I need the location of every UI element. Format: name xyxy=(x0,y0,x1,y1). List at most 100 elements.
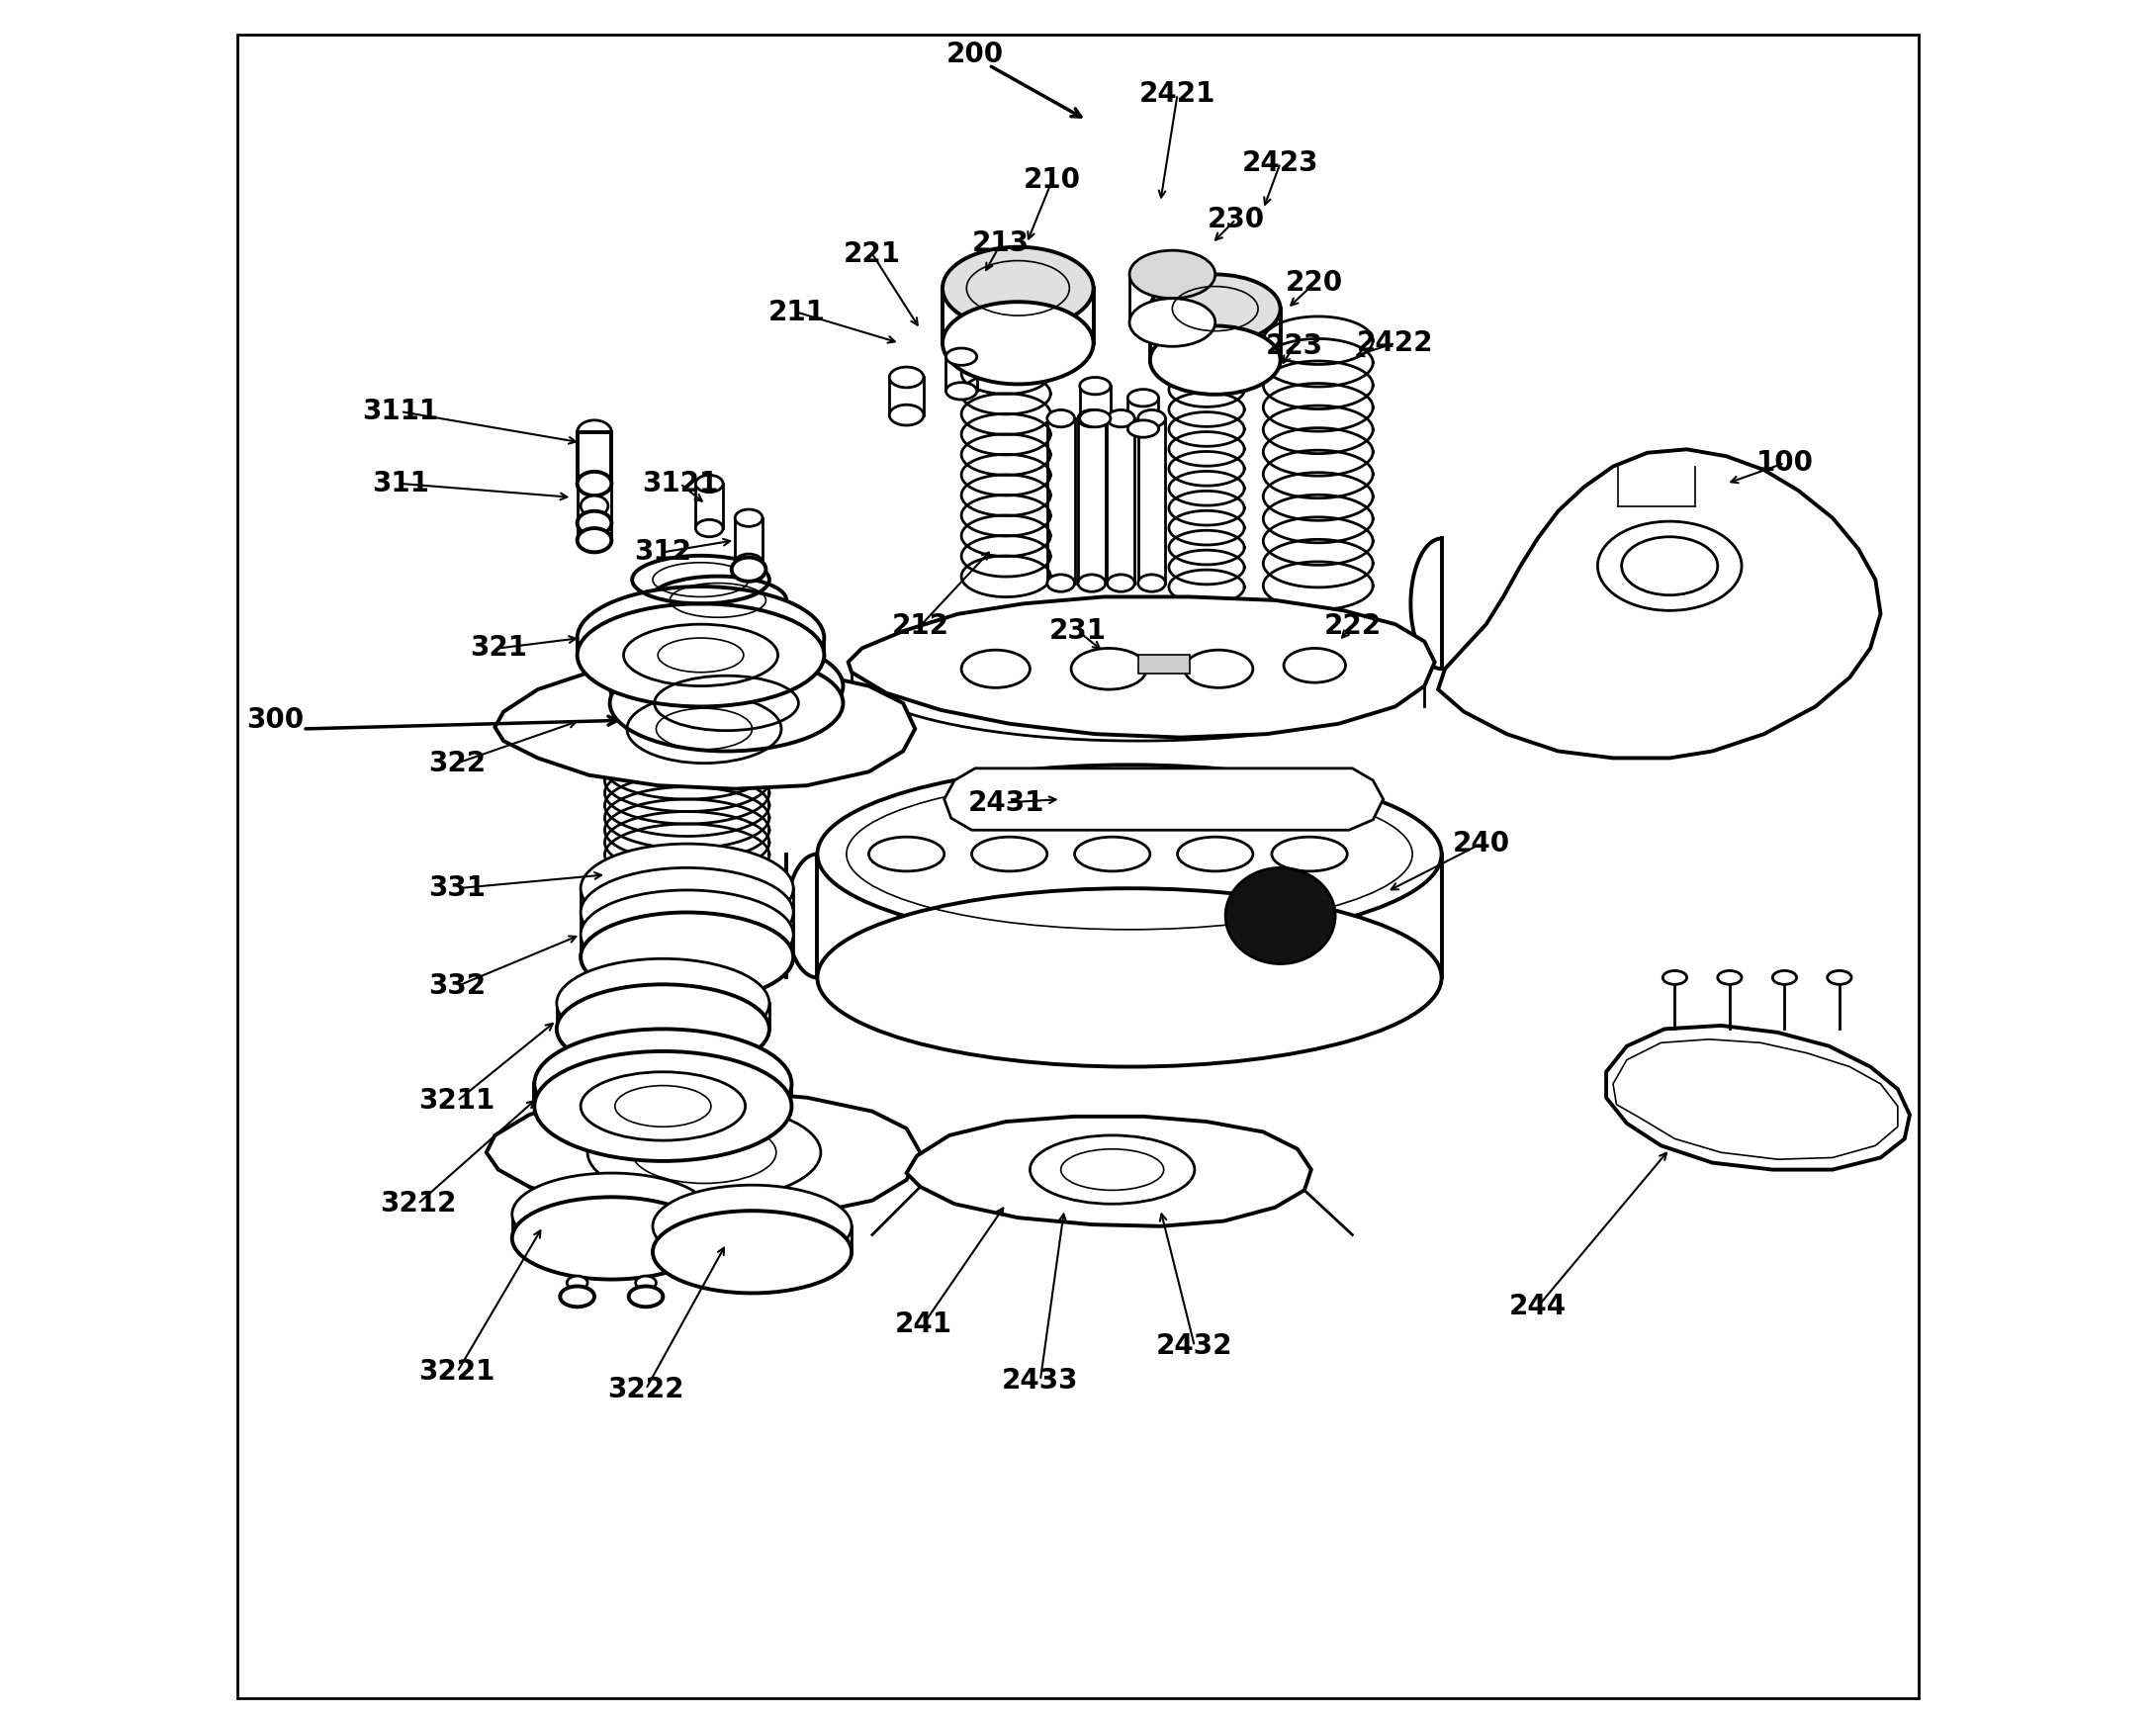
Polygon shape xyxy=(1138,655,1190,674)
Polygon shape xyxy=(487,1091,921,1218)
Ellipse shape xyxy=(1108,575,1134,592)
Ellipse shape xyxy=(946,348,977,365)
Ellipse shape xyxy=(1078,575,1106,592)
Text: 213: 213 xyxy=(972,230,1031,257)
Ellipse shape xyxy=(1138,575,1166,592)
Text: 200: 200 xyxy=(946,41,1005,69)
Ellipse shape xyxy=(735,509,763,527)
Ellipse shape xyxy=(1078,410,1106,427)
Text: 322: 322 xyxy=(429,749,485,777)
Ellipse shape xyxy=(890,367,923,388)
Ellipse shape xyxy=(580,868,793,957)
Text: 311: 311 xyxy=(373,470,429,497)
Ellipse shape xyxy=(580,844,793,933)
Text: 2421: 2421 xyxy=(1138,81,1216,108)
Polygon shape xyxy=(578,432,612,484)
Ellipse shape xyxy=(1080,410,1110,427)
Text: 2433: 2433 xyxy=(1003,1367,1078,1394)
Text: 2431: 2431 xyxy=(968,789,1044,816)
Text: 3121: 3121 xyxy=(642,470,718,497)
Text: 300: 300 xyxy=(246,707,304,734)
Ellipse shape xyxy=(513,1173,711,1255)
Ellipse shape xyxy=(556,959,770,1048)
Ellipse shape xyxy=(1074,837,1149,871)
Ellipse shape xyxy=(696,475,722,492)
Ellipse shape xyxy=(942,247,1093,329)
Text: 223: 223 xyxy=(1266,333,1324,360)
Polygon shape xyxy=(1438,449,1880,758)
Ellipse shape xyxy=(561,1286,595,1307)
Ellipse shape xyxy=(817,765,1442,943)
Text: 3111: 3111 xyxy=(362,398,440,425)
Ellipse shape xyxy=(1138,410,1166,427)
Text: 221: 221 xyxy=(843,240,901,268)
Ellipse shape xyxy=(580,912,793,1002)
Ellipse shape xyxy=(1718,971,1742,984)
Text: 321: 321 xyxy=(470,635,526,662)
Text: 331: 331 xyxy=(429,875,485,902)
Ellipse shape xyxy=(1072,648,1147,689)
Ellipse shape xyxy=(962,650,1031,688)
Ellipse shape xyxy=(1225,868,1335,964)
Ellipse shape xyxy=(513,1197,711,1279)
Ellipse shape xyxy=(1828,971,1852,984)
Text: 212: 212 xyxy=(893,612,949,640)
Ellipse shape xyxy=(610,638,843,734)
Ellipse shape xyxy=(735,554,763,571)
Text: 210: 210 xyxy=(1024,166,1080,194)
Ellipse shape xyxy=(513,1197,711,1279)
Ellipse shape xyxy=(1149,274,1281,343)
Polygon shape xyxy=(496,665,914,789)
Ellipse shape xyxy=(649,576,787,624)
Ellipse shape xyxy=(580,912,793,1002)
Text: 231: 231 xyxy=(1050,617,1106,645)
Text: 2432: 2432 xyxy=(1156,1333,1233,1360)
Ellipse shape xyxy=(578,528,612,552)
Ellipse shape xyxy=(1048,410,1074,427)
Ellipse shape xyxy=(1048,575,1074,592)
Ellipse shape xyxy=(653,1185,852,1267)
Text: 222: 222 xyxy=(1324,612,1382,640)
Ellipse shape xyxy=(610,655,843,751)
Ellipse shape xyxy=(1177,837,1253,871)
Ellipse shape xyxy=(942,302,1093,384)
Ellipse shape xyxy=(890,405,923,425)
Ellipse shape xyxy=(972,837,1048,871)
Polygon shape xyxy=(847,597,1434,737)
Text: 3222: 3222 xyxy=(608,1375,683,1403)
Ellipse shape xyxy=(556,984,770,1074)
Polygon shape xyxy=(944,768,1384,830)
Ellipse shape xyxy=(1128,420,1158,437)
Ellipse shape xyxy=(1130,298,1216,346)
Text: 3211: 3211 xyxy=(418,1087,496,1115)
Ellipse shape xyxy=(1080,377,1110,394)
Ellipse shape xyxy=(1272,837,1348,871)
Ellipse shape xyxy=(869,837,944,871)
Text: 332: 332 xyxy=(429,972,485,1000)
Text: 312: 312 xyxy=(634,539,692,566)
Ellipse shape xyxy=(535,1029,791,1139)
Ellipse shape xyxy=(1128,389,1158,406)
Ellipse shape xyxy=(1772,971,1796,984)
Ellipse shape xyxy=(578,472,612,496)
Ellipse shape xyxy=(567,1276,589,1290)
Ellipse shape xyxy=(696,520,722,537)
Ellipse shape xyxy=(1283,648,1345,683)
Ellipse shape xyxy=(580,890,793,979)
Text: 230: 230 xyxy=(1207,206,1266,233)
Text: 244: 244 xyxy=(1509,1293,1567,1321)
Text: 3212: 3212 xyxy=(379,1190,457,1218)
Text: 2423: 2423 xyxy=(1242,149,1319,177)
Ellipse shape xyxy=(578,511,612,535)
Ellipse shape xyxy=(731,557,765,581)
Ellipse shape xyxy=(578,587,824,689)
Ellipse shape xyxy=(580,496,608,516)
Ellipse shape xyxy=(630,1286,664,1307)
Ellipse shape xyxy=(1108,410,1134,427)
Ellipse shape xyxy=(1184,650,1253,688)
Ellipse shape xyxy=(1130,250,1216,298)
Text: 3221: 3221 xyxy=(418,1358,496,1386)
Ellipse shape xyxy=(578,420,612,444)
Ellipse shape xyxy=(1662,971,1686,984)
Text: 241: 241 xyxy=(895,1310,953,1338)
